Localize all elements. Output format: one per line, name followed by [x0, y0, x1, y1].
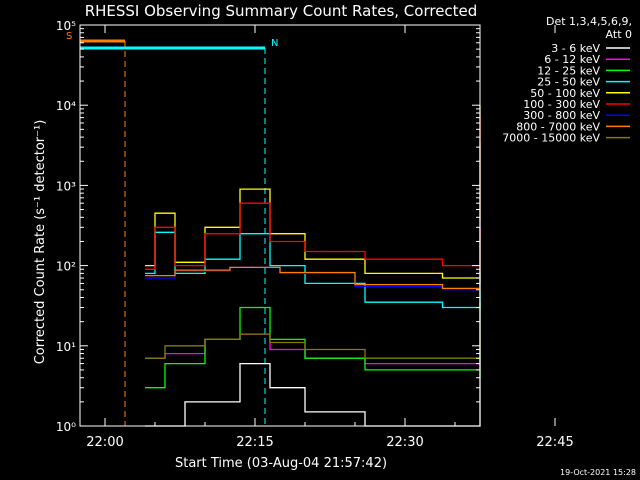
legend-label-0: 3 - 6 keV	[551, 42, 600, 55]
flag-label-n: N	[271, 38, 278, 49]
x-tick-label: 22:15	[236, 435, 273, 450]
y-tick-label: 10³	[56, 179, 76, 193]
legend-header-line-2: Att 0	[606, 28, 632, 41]
axes: 22:0022:1522:3022:4523:0023:1523:3010⁰10…	[56, 19, 574, 450]
x-axis-label: Start Time (03-Aug-04 21:57:42)	[175, 456, 387, 471]
y-tick-label: 10²	[56, 260, 76, 274]
y-tick-label: 10⁴	[56, 99, 76, 113]
y-axis-label: Corrected Count Rate (s⁻¹ detector⁻¹)	[33, 120, 48, 365]
series-line-0	[145, 302, 481, 427]
x-tick-label: 22:45	[536, 435, 573, 450]
legend-label-3: 25 - 50 keV	[537, 76, 600, 89]
legend-header-line-1: Det 1,3,4,5,6,9,	[546, 15, 632, 28]
legend-label-2: 12 - 25 keV	[537, 64, 600, 77]
legend-label-8: 7000 - 15000 keV	[502, 132, 600, 145]
legend-label-7: 800 - 7000 keV	[516, 120, 600, 133]
x-tick-label: 22:00	[86, 435, 123, 450]
footer-timestamp: 19-Oct-2021 15:28	[560, 468, 636, 477]
y-tick-label: 10¹	[56, 340, 76, 354]
y-tick-label: 10⁵	[56, 19, 76, 33]
flag-label-s: S	[66, 31, 72, 42]
legend-label-4: 50 - 100 keV	[530, 87, 600, 100]
chart-title: RHESSI Observing Summary Count Rates, Co…	[85, 2, 478, 20]
x-tick-label: 22:30	[386, 435, 423, 450]
y-tick-label: 10⁰	[56, 420, 76, 434]
legend-label-1: 6 - 12 keV	[544, 53, 600, 66]
legend-label-5: 100 - 300 keV	[523, 98, 600, 111]
legend-label-6: 300 - 800 keV	[523, 109, 600, 122]
plot-frame	[79, 24, 481, 427]
